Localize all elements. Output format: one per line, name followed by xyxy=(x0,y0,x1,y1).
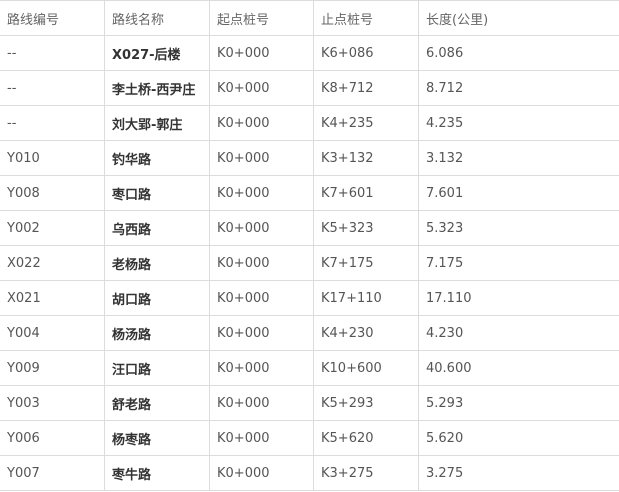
cell-route-name: 枣牛路 xyxy=(104,455,210,491)
cell-end-station: K5+620 xyxy=(313,420,419,456)
cell-end-station: K5+323 xyxy=(313,210,419,246)
cell-start-station: K0+000 xyxy=(209,315,314,351)
header-start-station: 起点桩号 xyxy=(209,0,314,36)
cell-route-code: Y010 xyxy=(0,140,105,176)
cell-end-station: K5+293 xyxy=(313,385,419,421)
cell-length: 17.110 xyxy=(418,280,619,316)
cell-route-name: 汪口路 xyxy=(104,350,210,386)
cell-end-station: K17+110 xyxy=(313,280,419,316)
cell-length: 5.620 xyxy=(418,420,619,456)
cell-length: 7.601 xyxy=(418,175,619,211)
cell-length: 8.712 xyxy=(418,70,619,106)
header-end-station: 止点桩号 xyxy=(313,0,419,36)
cell-start-station: K0+000 xyxy=(209,35,314,71)
table-row: Y004 杨汤路 K0+000 K4+230 4.230 xyxy=(0,315,619,351)
cell-route-code: -- xyxy=(0,70,105,106)
cell-route-name: X027-后楼 xyxy=(104,35,210,71)
cell-length: 4.235 xyxy=(418,105,619,141)
table-row: -- 李土桥-西尹庄 K0+000 K8+712 8.712 xyxy=(0,70,619,106)
cell-end-station: K4+235 xyxy=(313,105,419,141)
cell-length: 4.230 xyxy=(418,315,619,351)
cell-end-station: K3+132 xyxy=(313,140,419,176)
table-row: Y002 乌西路 K0+000 K5+323 5.323 xyxy=(0,210,619,246)
cell-start-station: K0+000 xyxy=(209,70,314,106)
cell-length: 7.175 xyxy=(418,245,619,281)
cell-route-name: 老杨路 xyxy=(104,245,210,281)
cell-route-name: 乌西路 xyxy=(104,210,210,246)
cell-end-station: K10+600 xyxy=(313,350,419,386)
cell-start-station: K0+000 xyxy=(209,385,314,421)
table-row: X022 老杨路 K0+000 K7+175 7.175 xyxy=(0,245,619,281)
cell-length: 5.293 xyxy=(418,385,619,421)
cell-route-code: Y006 xyxy=(0,420,105,456)
cell-start-station: K0+000 xyxy=(209,245,314,281)
cell-end-station: K4+230 xyxy=(313,315,419,351)
cell-route-code: X022 xyxy=(0,245,105,281)
table-row: Y003 舒老路 K0+000 K5+293 5.293 xyxy=(0,385,619,421)
header-length: 长度(公里) xyxy=(418,0,619,36)
cell-route-name: 舒老路 xyxy=(104,385,210,421)
cell-route-code: -- xyxy=(0,35,105,71)
cell-start-station: K0+000 xyxy=(209,175,314,211)
cell-end-station: K7+601 xyxy=(313,175,419,211)
cell-route-code: Y009 xyxy=(0,350,105,386)
header-route-code: 路线编号 xyxy=(0,0,105,36)
header-row: 路线编号 路线名称 起点桩号 止点桩号 长度(公里) xyxy=(0,0,619,36)
cell-start-station: K0+000 xyxy=(209,420,314,456)
table-row: Y009 汪口路 K0+000 K10+600 40.600 xyxy=(0,350,619,386)
table-row: Y008 枣口路 K0+000 K7+601 7.601 xyxy=(0,175,619,211)
cell-route-code: Y007 xyxy=(0,455,105,491)
cell-route-code: -- xyxy=(0,105,105,141)
cell-route-name: 杨枣路 xyxy=(104,420,210,456)
cell-start-station: K0+000 xyxy=(209,455,314,491)
cell-length: 6.086 xyxy=(418,35,619,71)
cell-route-name: 胡口路 xyxy=(104,280,210,316)
table-row: Y006 杨枣路 K0+000 K5+620 5.620 xyxy=(0,420,619,456)
cell-length: 40.600 xyxy=(418,350,619,386)
cell-route-name: 枣口路 xyxy=(104,175,210,211)
table-row: -- X027-后楼 K0+000 K6+086 6.086 xyxy=(0,35,619,71)
cell-route-name: 刘大郢-郭庄 xyxy=(104,105,210,141)
cell-route-code: Y002 xyxy=(0,210,105,246)
cell-length: 3.132 xyxy=(418,140,619,176)
cell-start-station: K0+000 xyxy=(209,105,314,141)
table-row: Y010 钓华路 K0+000 K3+132 3.132 xyxy=(0,140,619,176)
cell-route-name: 杨汤路 xyxy=(104,315,210,351)
cell-start-station: K0+000 xyxy=(209,350,314,386)
cell-end-station: K7+175 xyxy=(313,245,419,281)
header-route-name: 路线名称 xyxy=(104,0,210,36)
cell-route-code: X021 xyxy=(0,280,105,316)
cell-start-station: K0+000 xyxy=(209,210,314,246)
cell-end-station: K6+086 xyxy=(313,35,419,71)
cell-route-name: 钓华路 xyxy=(104,140,210,176)
cell-length: 5.323 xyxy=(418,210,619,246)
cell-start-station: K0+000 xyxy=(209,140,314,176)
cell-route-code: Y003 xyxy=(0,385,105,421)
cell-start-station: K0+000 xyxy=(209,280,314,316)
cell-route-code: Y004 xyxy=(0,315,105,351)
table-row: Y007 枣牛路 K0+000 K3+275 3.275 xyxy=(0,455,619,491)
cell-end-station: K3+275 xyxy=(313,455,419,491)
cell-route-code: Y008 xyxy=(0,175,105,211)
cell-end-station: K8+712 xyxy=(313,70,419,106)
cell-route-name: 李土桥-西尹庄 xyxy=(104,70,210,106)
cell-length: 3.275 xyxy=(418,455,619,491)
table-row: X021 胡口路 K0+000 K17+110 17.110 xyxy=(0,280,619,316)
table-row: -- 刘大郢-郭庄 K0+000 K4+235 4.235 xyxy=(0,105,619,141)
